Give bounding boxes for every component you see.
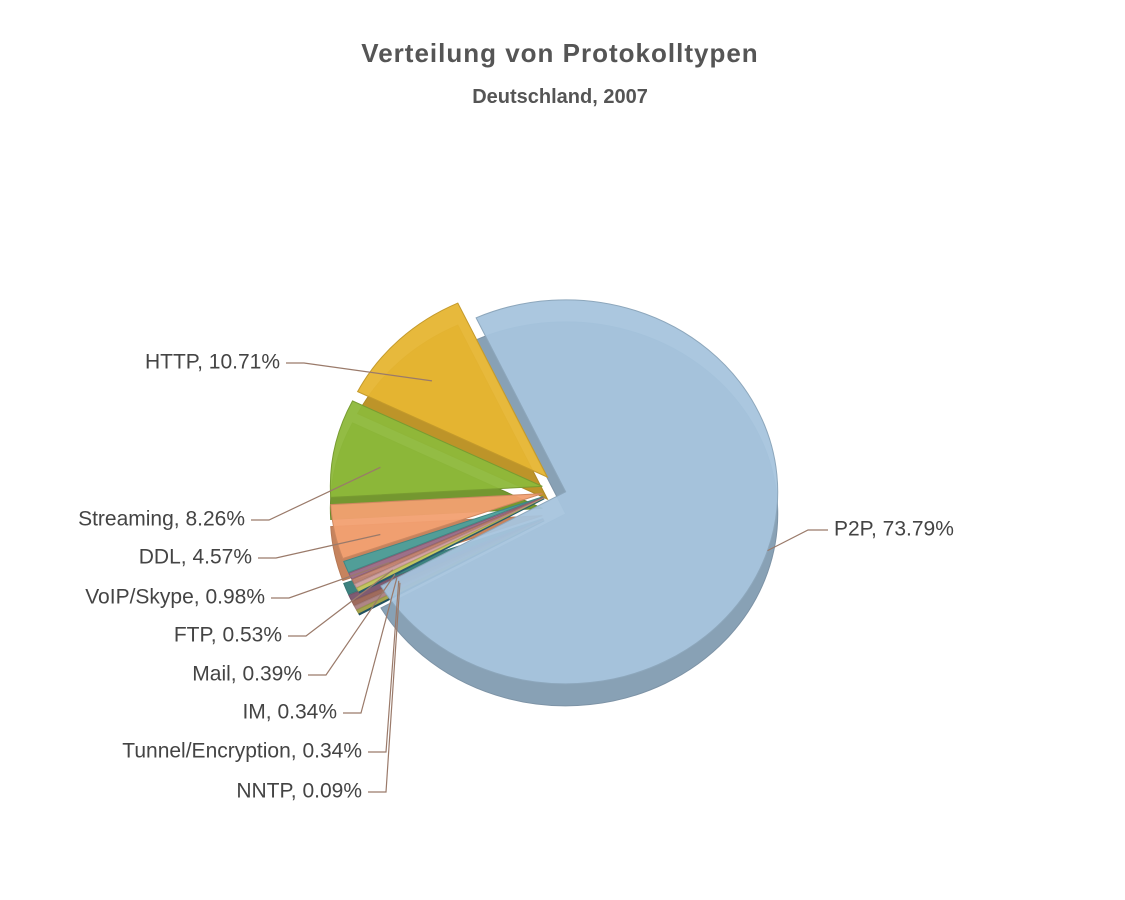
data-label: Streaming, 8.26% [78, 508, 245, 531]
leader-line [308, 573, 396, 676]
slice [356, 302, 549, 479]
leader-line [368, 582, 401, 793]
leader-line [288, 569, 394, 637]
slice [330, 493, 543, 560]
chart-subtitle: Deutschland, 2007 [472, 86, 648, 108]
leader-line [343, 577, 398, 714]
data-label: FTP, 0.53% [174, 624, 282, 647]
leader-line [767, 529, 828, 552]
slice [343, 496, 544, 574]
data-label: P2P, 73.79% [834, 518, 954, 541]
data-label: VoIP/Skype, 0.98% [85, 586, 265, 609]
leader-line [251, 466, 381, 521]
leader-line [271, 561, 390, 599]
data-label: IM, 0.34% [242, 701, 337, 724]
data-label: HTTP, 10.71% [145, 351, 280, 374]
data-label: Mail, 0.39% [192, 663, 302, 686]
data-label: DDL, 4.57% [139, 546, 252, 569]
data-label: NNTP, 0.09% [236, 780, 362, 803]
leader-line [258, 533, 381, 559]
slice [358, 498, 545, 594]
data-label: Tunnel/Encryption, 0.34% [122, 740, 362, 763]
leader-line [368, 580, 400, 753]
chart-title: Verteilung von Protokolltypen [361, 38, 758, 68]
slice [329, 400, 543, 498]
leader-line [286, 362, 433, 382]
